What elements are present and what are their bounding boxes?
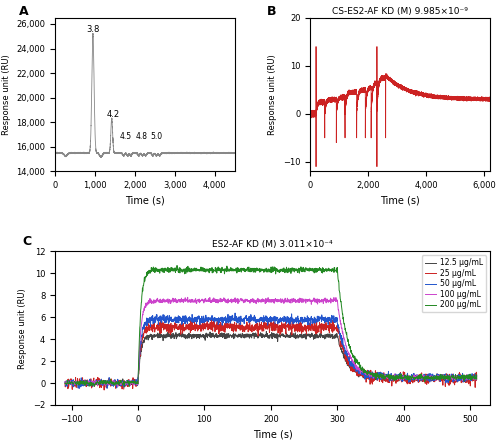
12.5 μg/mL	[86, 379, 91, 384]
25 μg/mL	[85, 379, 91, 384]
Text: 3.8: 3.8	[86, 25, 100, 34]
Line: 50 μg/mL: 50 μg/mL	[65, 313, 476, 388]
25 μg/mL	[334, 324, 340, 330]
12.5 μg/mL	[254, 334, 260, 339]
12.5 μg/mL	[224, 331, 230, 336]
Text: 4.8: 4.8	[136, 133, 148, 142]
Title: ES2-AF KD (M) 3.011×10⁻⁴: ES2-AF KD (M) 3.011×10⁻⁴	[212, 240, 333, 249]
12.5 μg/mL	[210, 333, 216, 338]
100 μg/mL	[210, 295, 216, 301]
Text: C: C	[22, 235, 32, 248]
100 μg/mL	[85, 380, 91, 385]
50 μg/mL	[104, 386, 110, 391]
100 μg/mL	[185, 299, 191, 305]
Line: 12.5 μg/mL: 12.5 μg/mL	[65, 332, 476, 386]
50 μg/mL	[210, 318, 216, 324]
200 μg/mL	[85, 381, 91, 386]
Text: 5.0: 5.0	[150, 133, 162, 142]
X-axis label: Time (s): Time (s)	[252, 429, 292, 439]
100 μg/mL	[184, 295, 190, 300]
Text: B: B	[267, 5, 276, 18]
50 μg/mL	[224, 316, 230, 322]
Text: 4.2: 4.2	[106, 110, 120, 119]
Title: CS-ES2-AF KD (M) 9.985×10⁻⁹: CS-ES2-AF KD (M) 9.985×10⁻⁹	[332, 7, 468, 16]
Line: 200 μg/mL: 200 μg/mL	[65, 266, 476, 386]
100 μg/mL	[334, 298, 340, 303]
100 μg/mL	[254, 298, 260, 303]
100 μg/mL	[115, 384, 121, 389]
25 μg/mL	[224, 322, 230, 328]
200 μg/mL	[62, 381, 68, 386]
100 μg/mL	[474, 374, 480, 380]
200 μg/mL	[174, 263, 180, 268]
200 μg/mL	[224, 265, 230, 270]
200 μg/mL	[122, 384, 128, 389]
12.5 μg/mL	[62, 380, 68, 385]
12.5 μg/mL	[185, 333, 191, 339]
12.5 μg/mL	[474, 375, 480, 380]
25 μg/mL	[101, 387, 107, 392]
25 μg/mL	[185, 326, 191, 332]
50 μg/mL	[334, 315, 340, 320]
50 μg/mL	[474, 372, 480, 378]
50 μg/mL	[85, 383, 91, 388]
X-axis label: Time (s): Time (s)	[380, 196, 420, 206]
Text: 4.5: 4.5	[120, 133, 132, 142]
200 μg/mL	[254, 266, 260, 271]
25 μg/mL	[474, 374, 480, 379]
Line: 25 μg/mL: 25 μg/mL	[65, 319, 476, 390]
200 μg/mL	[185, 265, 191, 271]
100 μg/mL	[224, 300, 230, 306]
Legend: 12.5 μg/mL, 25 μg/mL, 50 μg/mL, 100 μg/mL, 200 μg/mL: 12.5 μg/mL, 25 μg/mL, 50 μg/mL, 100 μg/m…	[422, 255, 486, 312]
Y-axis label: Response unit (RU): Response unit (RU)	[268, 54, 278, 135]
Line: 100 μg/mL: 100 μg/mL	[65, 297, 476, 387]
200 μg/mL	[474, 376, 480, 382]
X-axis label: Time (s): Time (s)	[125, 196, 165, 206]
200 μg/mL	[210, 267, 216, 272]
50 μg/mL	[232, 311, 238, 316]
Text: A: A	[19, 5, 28, 18]
50 μg/mL	[62, 380, 68, 385]
25 μg/mL	[62, 380, 68, 385]
200 μg/mL	[334, 268, 340, 274]
25 μg/mL	[254, 321, 260, 327]
12.5 μg/mL	[83, 383, 89, 388]
50 μg/mL	[254, 316, 260, 322]
Y-axis label: Response unit (RU): Response unit (RU)	[18, 288, 28, 368]
12.5 μg/mL	[264, 329, 270, 334]
25 μg/mL	[210, 324, 216, 329]
Y-axis label: Response unit (RU): Response unit (RU)	[2, 54, 11, 135]
50 μg/mL	[185, 318, 191, 323]
25 μg/mL	[204, 316, 210, 322]
100 μg/mL	[62, 380, 68, 385]
12.5 μg/mL	[334, 334, 340, 340]
